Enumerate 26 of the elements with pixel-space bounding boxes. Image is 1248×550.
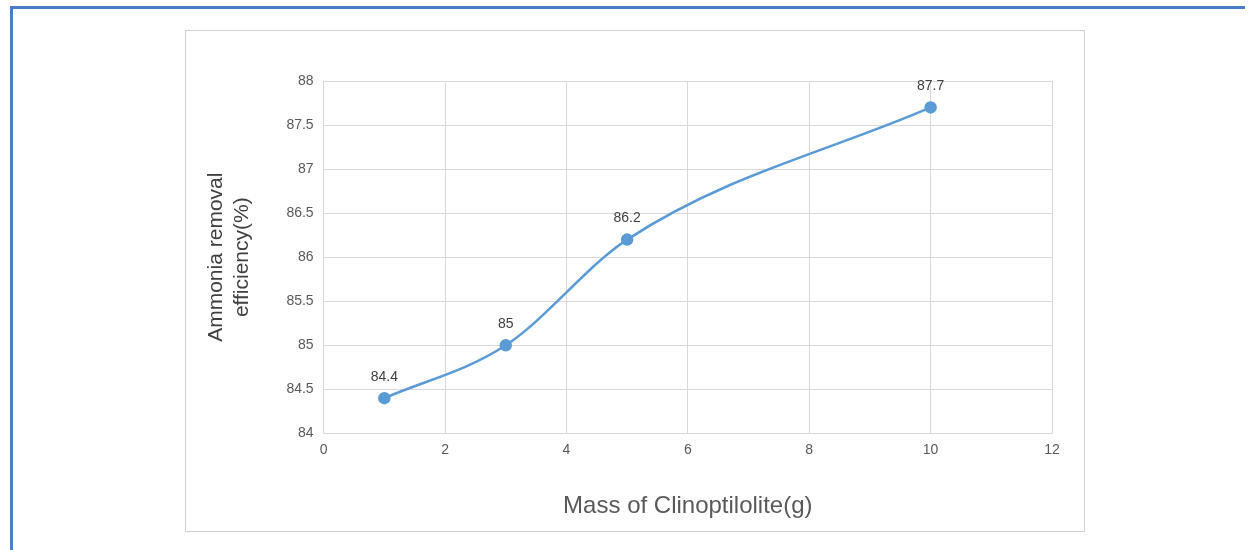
- point: [499, 339, 512, 352]
- y-tick-label: 85.5: [286, 292, 314, 309]
- x-tick-label: 4: [562, 440, 571, 457]
- x-tick-label: 6: [683, 440, 692, 457]
- y-tick-label: 86: [298, 248, 314, 265]
- x-tick-label: 12: [1044, 440, 1060, 457]
- data-label: 85: [497, 315, 514, 332]
- x-tick-label: 8: [805, 440, 814, 457]
- y-tick-label: 84: [298, 424, 314, 441]
- y-tick-label: 86.5: [286, 204, 314, 221]
- y-tick-label: 87: [298, 159, 314, 176]
- x-tick-label: 0: [319, 440, 328, 457]
- y-tick-label: 85: [298, 336, 314, 353]
- y-axis-title: Ammonia removal efficiency(%): [203, 172, 252, 342]
- x-tick-label: 2: [441, 440, 450, 457]
- data-label: 87.7: [916, 77, 945, 94]
- y-tick-label: 87.5: [286, 115, 314, 132]
- x-axis-title: Mass of Clinoptilolite(g): [563, 491, 813, 519]
- y-tick-label: 84.5: [286, 380, 314, 397]
- data-label: 84.4: [370, 368, 399, 385]
- point: [924, 101, 937, 114]
- x-tick-label: 10: [922, 440, 939, 457]
- data-label: 86.2: [613, 209, 641, 226]
- point: [378, 391, 391, 405]
- y-tick-label: 88: [298, 71, 314, 88]
- point: [620, 233, 634, 246]
